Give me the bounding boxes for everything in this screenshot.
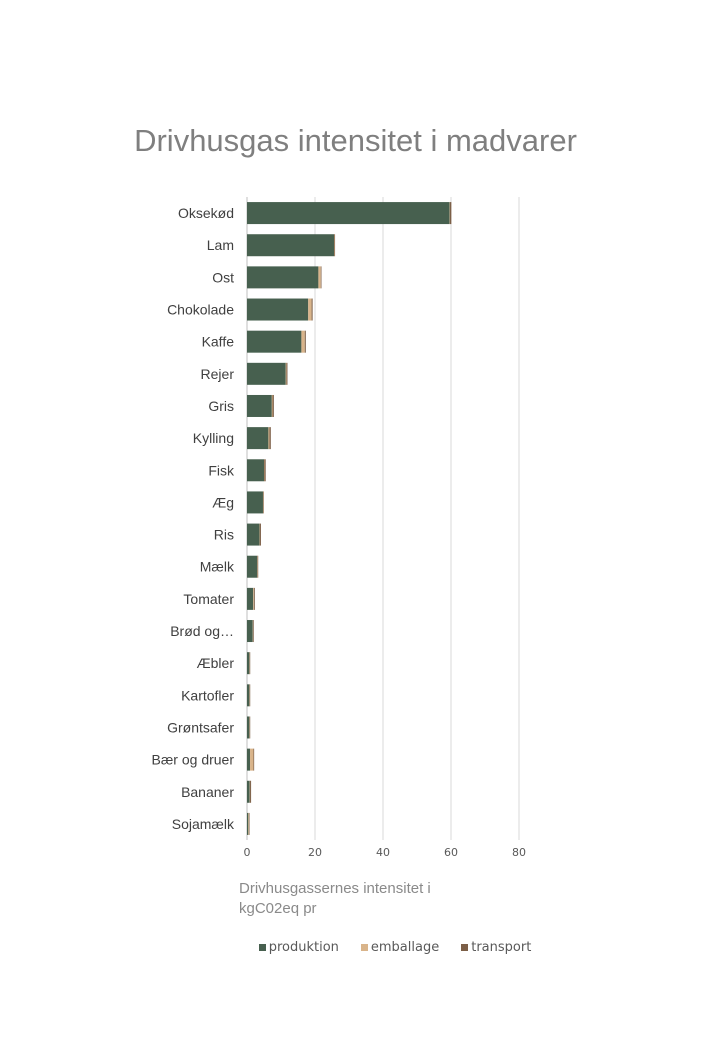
category-label: Gris [208,398,234,414]
bar-produktion [247,555,258,578]
bar-produktion [247,394,272,417]
bar-produktion [247,330,302,353]
category-label: Ost [212,269,234,285]
chart-title: Drivhusgas intensitet i madvarer [134,123,577,158]
legend-item-produktion: produktion [258,940,339,955]
category-label: Æbler [197,655,235,671]
category-label: Tomater [183,591,234,607]
bar-produktion [247,523,260,546]
category-label: Chokolade [167,302,234,318]
legend-label: transport [471,940,532,955]
category-label: Ris [214,527,234,543]
bar-produktion [247,620,253,643]
bar-emballage [449,202,451,225]
bar-emballage [249,716,250,739]
category-label: Brød og… [170,623,234,639]
legend-label: emballage [370,940,440,955]
category-label: Lam [207,237,234,253]
bar-produktion [247,459,264,482]
bar-transport [304,330,306,353]
x-tick-label: 0 [244,846,251,859]
bar-transport [249,812,250,835]
bar-emballage [249,652,250,675]
bar-transport [311,298,313,321]
bar-produktion [247,587,254,610]
bar-produktion [247,427,269,450]
legend-swatch [360,944,368,951]
legend-item-emballage: emballage [360,940,440,955]
bar-emballage [257,555,258,578]
bar-transport [264,459,266,482]
bar-emballage [264,459,265,482]
x-tick-label: 20 [308,846,322,859]
bar-emballage [259,523,261,546]
category-label: Kylling [193,430,234,446]
category-label: Æg [212,494,234,510]
legend: produktion emballage transport [0,940,711,955]
bar-transport [257,555,259,578]
bar-transport [334,234,336,257]
category-label: Bær og druer [152,752,235,768]
bar-transport [249,716,251,739]
x-tick-label: 80 [512,846,526,859]
bar-produktion [247,362,286,385]
bar-transport [253,587,255,610]
bar-emballage [318,266,321,289]
bar-produktion [247,812,249,835]
category-label: Sojamælk [172,816,235,832]
x-tick-label: 40 [376,846,390,859]
bar-produktion [247,298,309,321]
x-tick-label: 60 [444,846,458,859]
bar-produktion [247,684,250,707]
bar-transport [320,266,322,289]
bar-transport [269,427,271,450]
bar-produktion [247,748,251,771]
category-label: Fisk [208,462,235,478]
bar-emballage [301,330,305,353]
bar-transport [259,523,261,546]
bar-emballage [249,780,251,803]
bar-emballage [262,491,264,514]
bar-produktion [247,202,450,225]
bar-emballage [271,394,273,417]
bar-emballage [248,812,250,835]
category-label: Kartofler [181,687,234,703]
bar-produktion [247,780,250,803]
bar-emballage [268,427,270,450]
x-axis-label: Drivhusgassernes intensitet i kgC02eq pr [239,880,431,917]
legend-item-transport: transport [461,940,531,955]
legend-swatch [258,944,266,951]
bar-transport [263,491,264,514]
bar-produktion [247,652,250,675]
category-label: Bananer [181,784,234,800]
bar-transport [253,748,255,771]
category-label: Rejer [201,366,235,382]
bar-produktion [247,266,319,289]
bar-emballage [308,298,312,321]
legend-label: produktion [268,940,339,955]
bar-transport [272,394,274,417]
bar-transport [449,202,452,225]
bar-transport [286,362,288,385]
category-label: Mælk [200,559,235,575]
bar-transport [250,780,252,803]
bar-produktion [247,716,250,739]
bar-emballage [252,620,254,643]
bar-emballage [334,234,335,257]
bar-emballage [250,748,254,771]
bar-transport [249,652,251,675]
bar-produktion [247,234,335,257]
bar-emballage [249,684,250,707]
legend-swatch [461,944,469,951]
bar-transport [253,620,254,643]
bar-emballage [253,587,254,610]
category-label: Kaffe [202,334,235,350]
bar-produktion [247,491,263,514]
category-label: Grøntsafer [167,719,234,735]
category-label: Oksekød [178,205,234,221]
bar-transport [249,684,251,707]
bar-emballage [285,362,287,385]
